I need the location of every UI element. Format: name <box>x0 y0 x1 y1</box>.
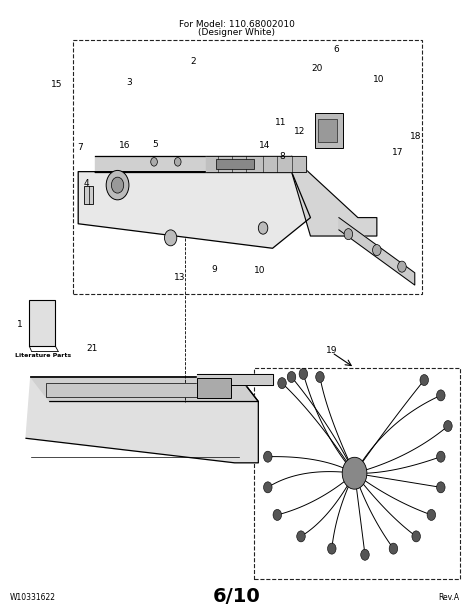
Circle shape <box>373 245 381 256</box>
Circle shape <box>361 549 369 560</box>
Circle shape <box>164 230 177 246</box>
Text: 16: 16 <box>119 142 130 150</box>
Circle shape <box>342 457 367 489</box>
Text: 10: 10 <box>374 75 385 84</box>
Circle shape <box>420 375 428 386</box>
Circle shape <box>273 509 282 520</box>
Polygon shape <box>292 156 377 236</box>
Text: 20: 20 <box>311 64 322 73</box>
Text: 3: 3 <box>126 78 132 87</box>
Polygon shape <box>95 156 292 172</box>
Text: 11: 11 <box>275 118 286 127</box>
Text: 6: 6 <box>334 45 339 53</box>
Text: 6/10: 6/10 <box>213 587 261 606</box>
Circle shape <box>258 222 268 234</box>
Circle shape <box>437 482 445 493</box>
Polygon shape <box>78 172 310 248</box>
Polygon shape <box>197 374 273 385</box>
Text: 7: 7 <box>78 143 83 151</box>
Text: 2: 2 <box>191 57 196 66</box>
Bar <box>197 378 231 398</box>
Text: 9: 9 <box>211 265 217 274</box>
Text: 4: 4 <box>84 180 90 188</box>
Bar <box>254 368 460 579</box>
Polygon shape <box>26 377 258 463</box>
Text: 15: 15 <box>51 80 63 89</box>
Text: 17: 17 <box>392 148 404 156</box>
Circle shape <box>174 158 181 166</box>
Polygon shape <box>206 156 306 172</box>
Text: (Designer White): (Designer White) <box>199 28 275 37</box>
Text: W10331622: W10331622 <box>9 593 55 602</box>
Circle shape <box>151 158 157 166</box>
Text: Rev.A: Rev.A <box>438 593 460 602</box>
Text: 19: 19 <box>326 346 337 355</box>
Text: 13: 13 <box>174 273 186 281</box>
Bar <box>84 186 93 204</box>
Circle shape <box>398 261 406 272</box>
Circle shape <box>344 229 353 240</box>
Text: Literature Parts: Literature Parts <box>15 353 71 358</box>
Text: 8: 8 <box>279 152 285 161</box>
Text: 5: 5 <box>153 140 158 148</box>
Circle shape <box>264 451 272 462</box>
Circle shape <box>316 371 324 383</box>
Circle shape <box>389 543 398 554</box>
Text: 21: 21 <box>87 344 98 352</box>
Text: 14: 14 <box>259 142 270 150</box>
Bar <box>46 383 229 397</box>
Bar <box>29 300 55 346</box>
Text: For Model: 110.68002010: For Model: 110.68002010 <box>179 20 295 29</box>
Text: 18: 18 <box>410 132 422 140</box>
Polygon shape <box>339 218 415 285</box>
Circle shape <box>444 421 452 432</box>
Circle shape <box>287 371 296 383</box>
Circle shape <box>264 482 272 493</box>
Bar <box>216 159 254 169</box>
Circle shape <box>427 509 436 520</box>
Circle shape <box>412 531 420 542</box>
Bar <box>73 40 422 294</box>
Circle shape <box>299 368 308 379</box>
Circle shape <box>111 177 124 193</box>
Text: 1: 1 <box>17 321 23 329</box>
Circle shape <box>106 170 129 200</box>
Circle shape <box>437 390 445 401</box>
Bar <box>318 119 337 142</box>
Circle shape <box>278 378 286 389</box>
Text: 10: 10 <box>254 267 265 275</box>
Text: 12: 12 <box>294 128 305 136</box>
Polygon shape <box>31 377 258 402</box>
Bar <box>315 113 343 148</box>
Circle shape <box>297 531 305 542</box>
Circle shape <box>328 543 336 554</box>
Circle shape <box>437 451 445 462</box>
